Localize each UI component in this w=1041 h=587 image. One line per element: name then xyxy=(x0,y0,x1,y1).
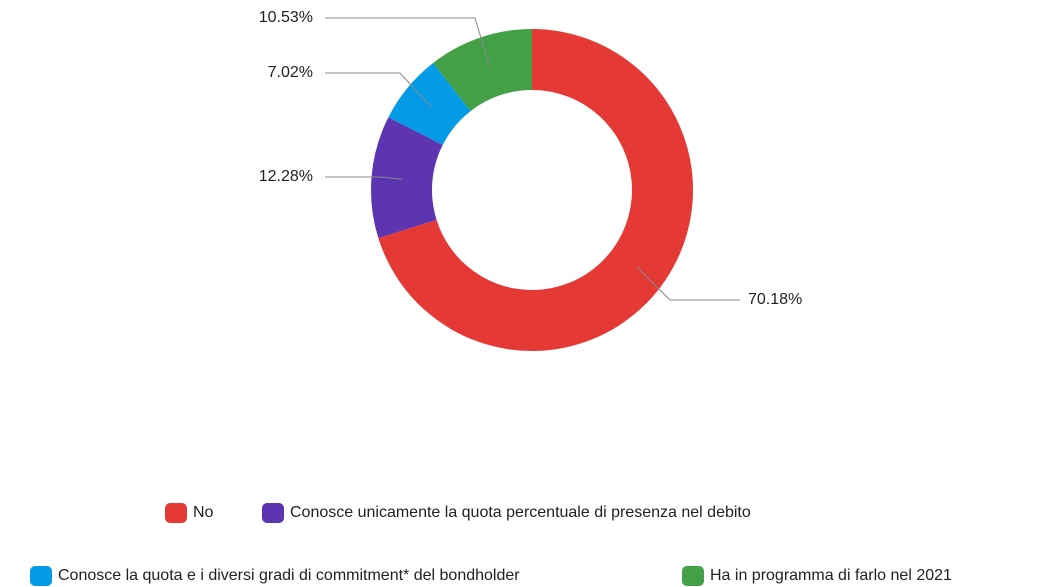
legend-swatch xyxy=(165,503,187,523)
data-label: 12.28% xyxy=(259,168,313,185)
legend-swatch xyxy=(30,566,52,586)
leader-line xyxy=(325,17,491,67)
leader-line xyxy=(636,266,740,301)
donut-slice xyxy=(433,29,532,112)
legend-label: No xyxy=(193,504,214,521)
data-label: 10.53% xyxy=(259,9,313,26)
data-label: 70.18% xyxy=(748,291,802,308)
data-label: 7.02% xyxy=(268,64,313,81)
legend-label: Conosce la quota e i diversi gradi di co… xyxy=(58,567,520,584)
donut-slice xyxy=(378,29,694,351)
donut-slice xyxy=(370,117,443,239)
legend-swatch xyxy=(262,503,284,523)
legend-label: Ha in programma di farlo nel 2021 xyxy=(710,567,952,584)
legend-label: Conosce unicamente la quota percentuale … xyxy=(290,504,751,521)
leader-line xyxy=(325,72,432,108)
leader-line xyxy=(325,176,402,180)
legend-swatch xyxy=(682,566,704,586)
donut-slice xyxy=(388,62,471,145)
